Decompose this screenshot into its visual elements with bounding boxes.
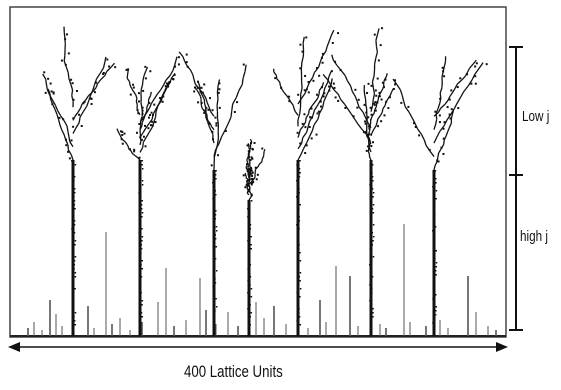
- tree-cluster: [273, 29, 340, 336]
- tree-cluster: [178, 51, 247, 336]
- panel-frame: [9, 6, 507, 338]
- low-j-label: Low j: [522, 108, 550, 125]
- tree-cluster: [42, 26, 117, 336]
- height-scale-bar: [509, 46, 523, 331]
- width-double-arrow: [8, 342, 508, 352]
- tree-clusters: [42, 26, 488, 336]
- tree-cluster: [242, 138, 266, 336]
- high-j-label: high j: [520, 228, 548, 245]
- tree-cluster: [322, 27, 395, 336]
- tree-cluster: [392, 56, 488, 336]
- tree-cluster: [116, 56, 180, 336]
- short-deposit-columns: [27, 224, 497, 336]
- lattice-width-label: 400 Lattice Units: [184, 362, 283, 381]
